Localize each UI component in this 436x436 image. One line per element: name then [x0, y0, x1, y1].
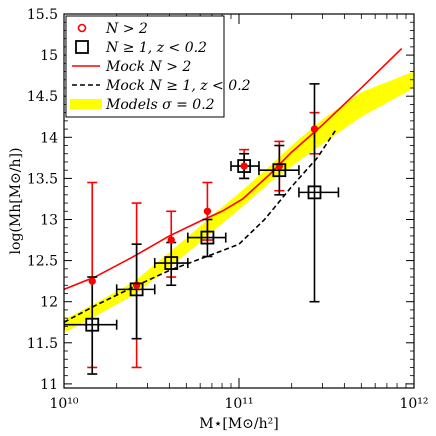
y-tick-label: 14.5 [27, 89, 58, 105]
n1-point [307, 185, 322, 200]
legend-symbol-circle [77, 23, 87, 33]
x-tick-label: 10¹⁰ [49, 396, 78, 412]
n2-point [240, 162, 248, 170]
x-tick-label: 10¹¹ [224, 396, 253, 412]
legend-symbol-square [75, 40, 89, 54]
y-tick-label: 11 [40, 377, 58, 393]
legend-label: N ≥ 1, z < 0.2 [105, 40, 207, 56]
legend-label: Mock N > 2 [105, 59, 191, 75]
n1-point [200, 230, 215, 245]
n1-point [237, 159, 252, 173]
n1-point [129, 282, 144, 297]
y-tick-label: 13 [40, 212, 58, 228]
mock-n2-line [64, 47, 403, 291]
n2-point [310, 125, 319, 133]
legend-label: Mock N ≥ 1, z < 0.2 [105, 78, 251, 94]
legend: N > 2 N ≥ 1, z < 0.2 Mock N > 2 Mock N ≥ 1,… [65, 15, 251, 118]
y-tick-label: 11.5 [27, 336, 58, 352]
mock-n1-line [64, 128, 338, 323]
n2-point [88, 277, 96, 285]
y-tick-label: 15.5 [27, 7, 58, 23]
y-tick-label: 15 [40, 48, 58, 64]
y-tick-label: 14 [40, 130, 58, 146]
axes: 11 11.5 12 12.5 13 13.5 14 14.5 15 15.5 10¹⁰ 10¹¹ 10… [8, 7, 429, 432]
n1-point [85, 317, 100, 332]
y-tick-label: 12.5 [27, 254, 58, 270]
plot-area [64, 47, 414, 375]
y-axis-label: log(Mh[M⊙/h]) [8, 148, 24, 255]
n2-point [203, 207, 212, 215]
n1-point [272, 163, 287, 178]
legend-label: N > 2 [105, 21, 148, 37]
y-tick-label: 13.5 [27, 171, 58, 187]
model-band [64, 71, 414, 333]
y-tick-label: 12 [40, 295, 58, 311]
n2-point [167, 236, 175, 244]
x-tick-label: 10¹² [399, 396, 428, 412]
legend-label: Models σ = 0.2 [105, 97, 215, 113]
x-axis-label: M⋆[M⊙/h²] [199, 416, 278, 432]
legend-symbol-band [70, 99, 102, 109]
n1-point [164, 256, 179, 270]
